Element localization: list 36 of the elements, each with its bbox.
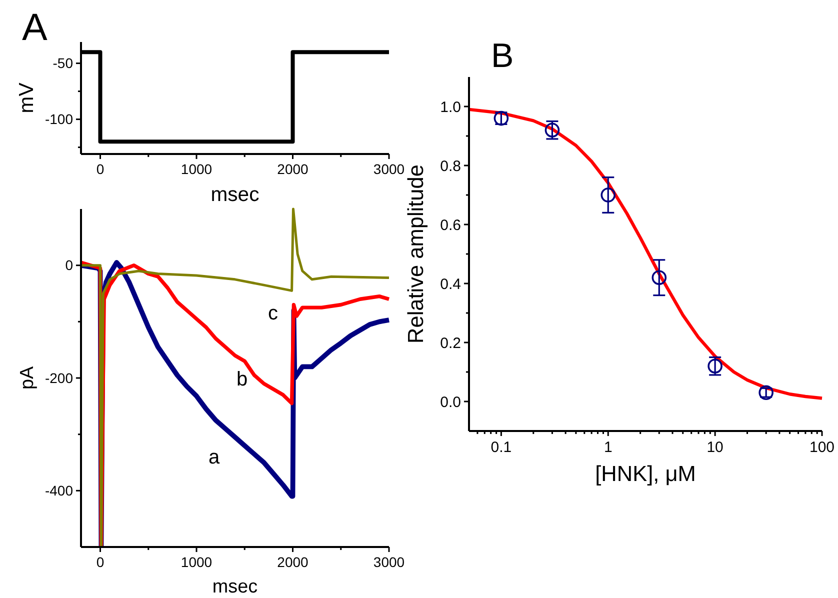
x-axis-title: msec bbox=[212, 576, 258, 598]
x-tick-label: 2000 bbox=[277, 554, 309, 570]
y-tick-label: 0.6 bbox=[440, 216, 461, 234]
y-tick-label: 0.8 bbox=[440, 158, 461, 175]
x-tick-label: 3000 bbox=[373, 554, 405, 570]
y-tick-label: 0.0 bbox=[440, 394, 461, 411]
y-axis-title: Relative amplitude bbox=[403, 164, 428, 344]
y-tick-label: 1.0 bbox=[440, 98, 461, 116]
point bbox=[600, 188, 616, 202]
x-tick-label: 0.1 bbox=[490, 439, 512, 456]
y-tick-label: -50 bbox=[52, 55, 74, 72]
y-tick-label: -100 bbox=[44, 111, 74, 128]
x-tick-label: 0 bbox=[96, 161, 104, 177]
y-tick-label: 0.4 bbox=[440, 276, 461, 293]
x-tick-label: 3000 bbox=[373, 161, 405, 177]
x-tick-label: 1000 bbox=[180, 554, 212, 570]
series-label: b bbox=[236, 368, 248, 390]
chart-title: A bbox=[22, 7, 48, 49]
x-tick-label: 0 bbox=[96, 554, 104, 570]
y-tick-label: 0.2 bbox=[440, 334, 461, 352]
x-tick-label: 100 bbox=[809, 439, 835, 456]
series-label: c bbox=[268, 302, 278, 324]
y-tick-label: -200 bbox=[44, 370, 74, 386]
y-tick-label: 0 bbox=[65, 257, 74, 274]
y-tick-label: -400 bbox=[44, 482, 74, 499]
point bbox=[652, 270, 667, 285]
x-tick-label: 1 bbox=[604, 439, 612, 456]
x-axis-title: [HNK], μM bbox=[595, 460, 696, 486]
x-tick-label: 10 bbox=[706, 439, 724, 456]
chart-title: B bbox=[491, 37, 514, 75]
series-label: a bbox=[208, 446, 220, 468]
x-tick-label: 2000 bbox=[277, 161, 309, 177]
y-axis-title: mV bbox=[16, 82, 38, 114]
x-tick-label: 1000 bbox=[180, 161, 212, 177]
y-axis-title: pA bbox=[17, 366, 38, 390]
x-axis-title: msec bbox=[210, 184, 260, 206]
